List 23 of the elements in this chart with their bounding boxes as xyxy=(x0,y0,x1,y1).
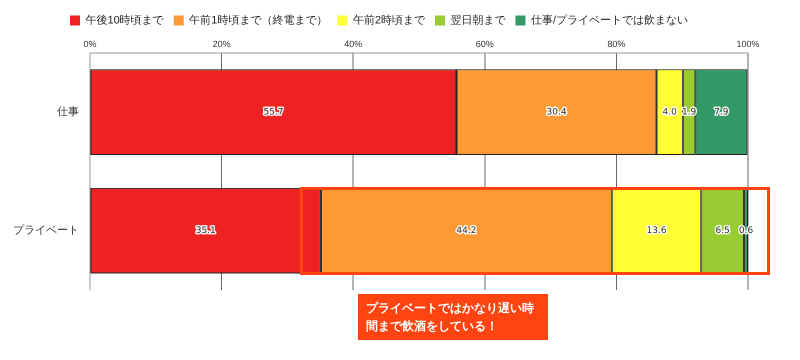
x-tick-label: 0% xyxy=(83,38,97,49)
data-label: 13.6 xyxy=(646,226,667,236)
legend-label: 翌日朝まで xyxy=(450,14,506,27)
data-label: 55.7 xyxy=(263,107,284,118)
y-tick-label: プライベート xyxy=(13,224,79,237)
data-label: 7.9 xyxy=(714,107,729,118)
data-label: 30.4 xyxy=(546,107,567,118)
data-label: 44.2 xyxy=(456,226,476,236)
legend-label: 午前2時頃まで xyxy=(352,14,426,27)
x-tick-label: 40% xyxy=(344,38,362,49)
legend-label: 午後10時頃まで xyxy=(85,14,165,27)
data-label: 6.5 xyxy=(716,226,730,236)
data-label: 0.6 xyxy=(738,226,754,236)
x-tick-label: 100% xyxy=(736,38,760,49)
legend-label: 仕事/プライベートでは飲まない xyxy=(530,14,688,27)
y-tick-label: 仕事 xyxy=(57,105,79,118)
x-tick-label: 60% xyxy=(476,38,494,49)
data-label: 35.1 xyxy=(196,226,216,236)
text: プライベートではかなり遅い時間まで飲酒をしている！ xyxy=(358,294,548,340)
x-tick-label: 20% xyxy=(212,38,231,49)
data-label: 4.0 xyxy=(662,107,678,118)
x-tick-label: 80% xyxy=(607,38,626,49)
legend-label: 午前1時頃まで（終電まで） xyxy=(189,14,328,27)
